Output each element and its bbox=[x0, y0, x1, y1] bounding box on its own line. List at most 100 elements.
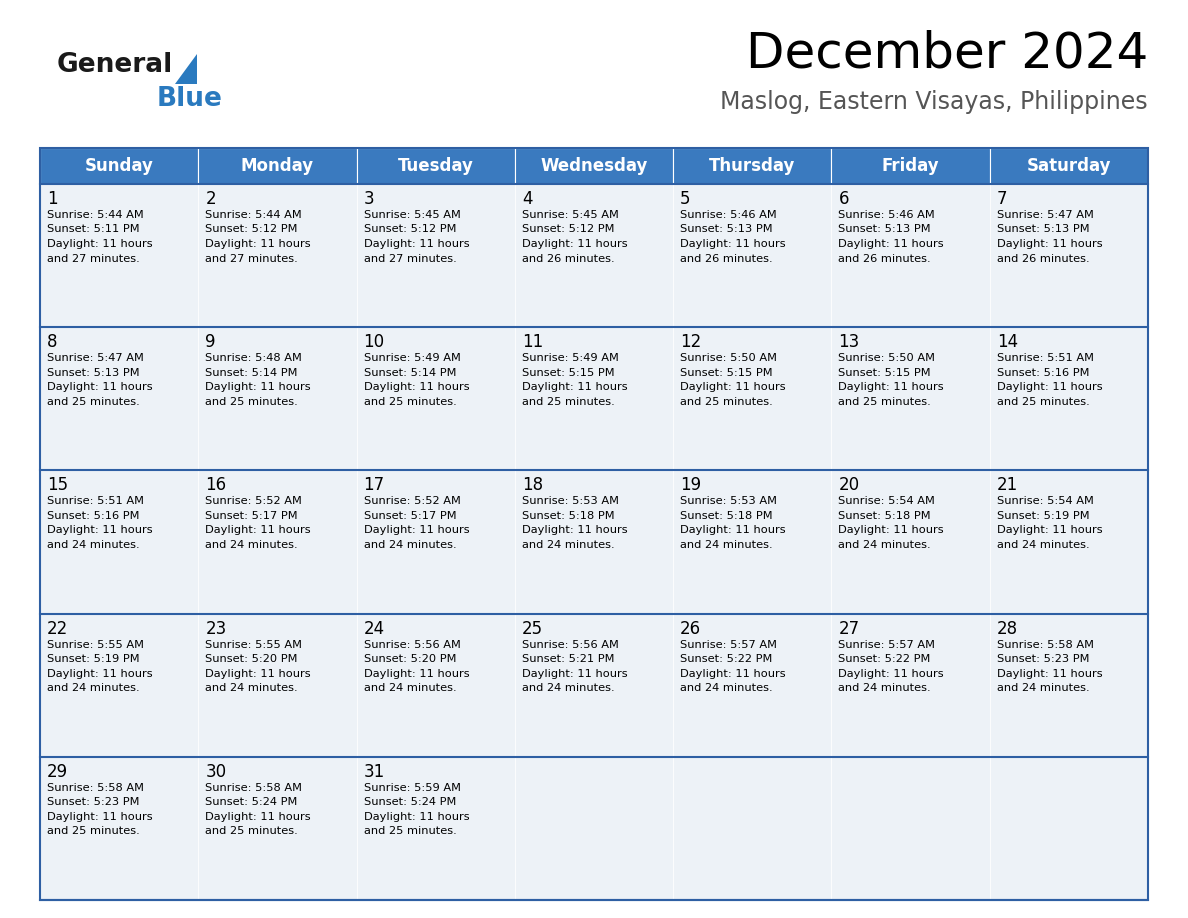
Text: Sunset: 5:15 PM: Sunset: 5:15 PM bbox=[681, 368, 772, 377]
Text: Sunrise: 5:44 AM: Sunrise: 5:44 AM bbox=[48, 210, 144, 220]
Text: Sunrise: 5:50 AM: Sunrise: 5:50 AM bbox=[681, 353, 777, 364]
Text: 17: 17 bbox=[364, 476, 385, 495]
Text: 21: 21 bbox=[997, 476, 1018, 495]
Text: Wednesday: Wednesday bbox=[541, 157, 647, 175]
Text: Sunset: 5:16 PM: Sunset: 5:16 PM bbox=[997, 368, 1089, 377]
Text: 27: 27 bbox=[839, 620, 860, 638]
Text: and 25 minutes.: and 25 minutes. bbox=[522, 397, 614, 407]
Bar bbox=[832, 327, 990, 470]
Text: Sunrise: 5:56 AM: Sunrise: 5:56 AM bbox=[522, 640, 619, 650]
Text: 12: 12 bbox=[681, 333, 701, 352]
Text: Sunset: 5:13 PM: Sunset: 5:13 PM bbox=[48, 368, 140, 377]
Text: 31: 31 bbox=[364, 763, 385, 781]
Text: Daylight: 11 hours: Daylight: 11 hours bbox=[997, 668, 1102, 678]
Text: Daylight: 11 hours: Daylight: 11 hours bbox=[997, 525, 1102, 535]
Text: Daylight: 11 hours: Daylight: 11 hours bbox=[48, 812, 152, 822]
Text: Sunset: 5:18 PM: Sunset: 5:18 PM bbox=[681, 511, 772, 521]
Text: Sunrise: 5:46 AM: Sunrise: 5:46 AM bbox=[681, 210, 777, 220]
Text: Sunrise: 5:55 AM: Sunrise: 5:55 AM bbox=[206, 640, 302, 650]
Bar bbox=[514, 327, 674, 470]
Text: Sunrise: 5:48 AM: Sunrise: 5:48 AM bbox=[206, 353, 302, 364]
Bar bbox=[356, 756, 514, 900]
Text: 3: 3 bbox=[364, 190, 374, 208]
Text: Sunset: 5:12 PM: Sunset: 5:12 PM bbox=[364, 225, 456, 234]
Text: Sunrise: 5:50 AM: Sunrise: 5:50 AM bbox=[839, 353, 935, 364]
Text: and 24 minutes.: and 24 minutes. bbox=[206, 683, 298, 693]
Text: Sunrise: 5:49 AM: Sunrise: 5:49 AM bbox=[522, 353, 619, 364]
Text: and 24 minutes.: and 24 minutes. bbox=[364, 683, 456, 693]
Text: and 24 minutes.: and 24 minutes. bbox=[997, 540, 1089, 550]
Text: Sunset: 5:22 PM: Sunset: 5:22 PM bbox=[681, 655, 772, 664]
Text: Sunset: 5:14 PM: Sunset: 5:14 PM bbox=[206, 368, 298, 377]
Text: Sunrise: 5:51 AM: Sunrise: 5:51 AM bbox=[48, 497, 144, 507]
Text: and 24 minutes.: and 24 minutes. bbox=[364, 540, 456, 550]
Text: and 27 minutes.: and 27 minutes. bbox=[48, 253, 140, 263]
Text: 25: 25 bbox=[522, 620, 543, 638]
Text: Sunset: 5:18 PM: Sunset: 5:18 PM bbox=[839, 511, 931, 521]
Bar bbox=[990, 327, 1148, 470]
Text: Sunset: 5:11 PM: Sunset: 5:11 PM bbox=[48, 225, 140, 234]
Bar bbox=[674, 327, 832, 470]
Text: Daylight: 11 hours: Daylight: 11 hours bbox=[681, 239, 785, 249]
Text: and 26 minutes.: and 26 minutes. bbox=[522, 253, 614, 263]
Text: 30: 30 bbox=[206, 763, 227, 781]
Text: Sunset: 5:20 PM: Sunset: 5:20 PM bbox=[206, 655, 298, 664]
Text: Sunrise: 5:57 AM: Sunrise: 5:57 AM bbox=[681, 640, 777, 650]
Text: Sunrise: 5:59 AM: Sunrise: 5:59 AM bbox=[364, 783, 461, 793]
Text: Daylight: 11 hours: Daylight: 11 hours bbox=[206, 382, 311, 392]
Bar bbox=[674, 470, 832, 613]
Text: 26: 26 bbox=[681, 620, 701, 638]
Text: Sunset: 5:15 PM: Sunset: 5:15 PM bbox=[522, 368, 614, 377]
Text: Daylight: 11 hours: Daylight: 11 hours bbox=[839, 525, 944, 535]
Text: Sunrise: 5:52 AM: Sunrise: 5:52 AM bbox=[206, 497, 302, 507]
Text: 10: 10 bbox=[364, 333, 385, 352]
Text: and 24 minutes.: and 24 minutes. bbox=[206, 540, 298, 550]
Text: and 26 minutes.: and 26 minutes. bbox=[839, 253, 931, 263]
Bar bbox=[198, 184, 356, 327]
Text: 8: 8 bbox=[48, 333, 57, 352]
Text: and 25 minutes.: and 25 minutes. bbox=[839, 397, 931, 407]
Text: Sunset: 5:12 PM: Sunset: 5:12 PM bbox=[522, 225, 614, 234]
Text: Daylight: 11 hours: Daylight: 11 hours bbox=[206, 239, 311, 249]
Text: and 25 minutes.: and 25 minutes. bbox=[206, 397, 298, 407]
Text: and 26 minutes.: and 26 minutes. bbox=[997, 253, 1089, 263]
Text: Daylight: 11 hours: Daylight: 11 hours bbox=[997, 382, 1102, 392]
Text: Daylight: 11 hours: Daylight: 11 hours bbox=[522, 239, 627, 249]
Text: and 25 minutes.: and 25 minutes. bbox=[364, 826, 456, 836]
Text: Daylight: 11 hours: Daylight: 11 hours bbox=[997, 239, 1102, 249]
Text: Sunrise: 5:44 AM: Sunrise: 5:44 AM bbox=[206, 210, 302, 220]
Bar bbox=[356, 148, 514, 184]
Text: and 25 minutes.: and 25 minutes. bbox=[206, 826, 298, 836]
Text: and 25 minutes.: and 25 minutes. bbox=[48, 397, 140, 407]
Text: Daylight: 11 hours: Daylight: 11 hours bbox=[48, 525, 152, 535]
Bar bbox=[40, 327, 198, 470]
Text: Tuesday: Tuesday bbox=[398, 157, 474, 175]
Text: Sunrise: 5:58 AM: Sunrise: 5:58 AM bbox=[997, 640, 1094, 650]
Bar bbox=[832, 470, 990, 613]
Bar bbox=[198, 148, 356, 184]
Text: Sunrise: 5:47 AM: Sunrise: 5:47 AM bbox=[48, 353, 144, 364]
Polygon shape bbox=[175, 54, 197, 84]
Text: Sunset: 5:20 PM: Sunset: 5:20 PM bbox=[364, 655, 456, 664]
Bar bbox=[40, 148, 1148, 900]
Text: Sunrise: 5:58 AM: Sunrise: 5:58 AM bbox=[206, 783, 302, 793]
Bar bbox=[356, 327, 514, 470]
Bar bbox=[356, 184, 514, 327]
Bar bbox=[674, 148, 832, 184]
Text: Daylight: 11 hours: Daylight: 11 hours bbox=[839, 382, 944, 392]
Bar bbox=[514, 148, 674, 184]
Bar bbox=[356, 470, 514, 613]
Text: Sunset: 5:24 PM: Sunset: 5:24 PM bbox=[364, 798, 456, 807]
Text: 24: 24 bbox=[364, 620, 385, 638]
Text: Sunset: 5:12 PM: Sunset: 5:12 PM bbox=[206, 225, 298, 234]
Text: Daylight: 11 hours: Daylight: 11 hours bbox=[364, 382, 469, 392]
Text: and 24 minutes.: and 24 minutes. bbox=[522, 540, 614, 550]
Text: 23: 23 bbox=[206, 620, 227, 638]
Text: 9: 9 bbox=[206, 333, 216, 352]
Bar bbox=[40, 756, 198, 900]
Text: Sunset: 5:23 PM: Sunset: 5:23 PM bbox=[48, 798, 139, 807]
Text: Sunset: 5:17 PM: Sunset: 5:17 PM bbox=[206, 511, 298, 521]
Bar bbox=[674, 613, 832, 756]
Text: December 2024: December 2024 bbox=[746, 30, 1148, 78]
Text: Friday: Friday bbox=[881, 157, 940, 175]
